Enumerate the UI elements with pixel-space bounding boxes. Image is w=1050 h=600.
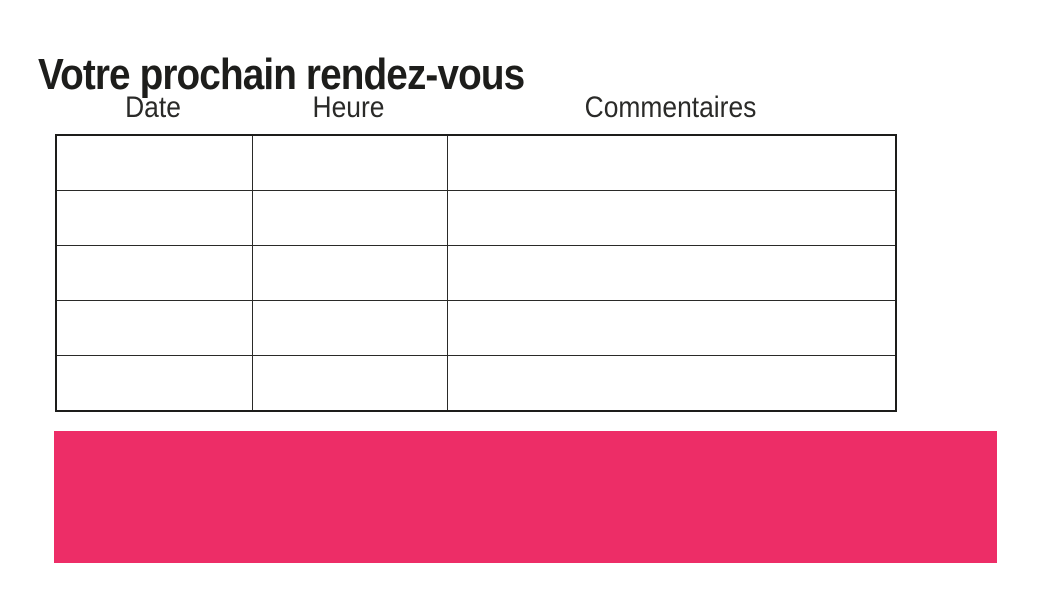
table-cell-heure [251, 355, 448, 412]
table-row [55, 134, 897, 191]
table-cell-heure [251, 300, 448, 356]
pink-banner [54, 431, 997, 563]
column-header-commentaires: Commentaires [584, 91, 757, 124]
table-cell-date [55, 190, 253, 246]
table-cell-commentaires [446, 355, 897, 412]
table-cell-commentaires [446, 190, 897, 246]
table-row [55, 355, 897, 412]
table-cell-heure [251, 245, 448, 301]
table-cell-commentaires [446, 134, 897, 191]
table-cell-date [55, 134, 253, 191]
table-row [55, 190, 897, 246]
page-title: Votre prochain rendez-vous [38, 50, 525, 100]
column-header-heure: Heure [312, 91, 385, 124]
table-row [55, 245, 897, 301]
table-cell-date [55, 300, 253, 356]
table-row [55, 300, 897, 356]
appointment-table [55, 134, 897, 412]
table-header-row: Date Heure Commentaires [55, 93, 895, 123]
table-cell-commentaires [446, 300, 897, 356]
table-cell-date [55, 245, 253, 301]
column-header-date: Date [125, 91, 181, 124]
table-cell-commentaires [446, 245, 897, 301]
table-cell-heure [251, 190, 448, 246]
table-cell-heure [251, 134, 448, 191]
table-cell-date [55, 355, 253, 412]
